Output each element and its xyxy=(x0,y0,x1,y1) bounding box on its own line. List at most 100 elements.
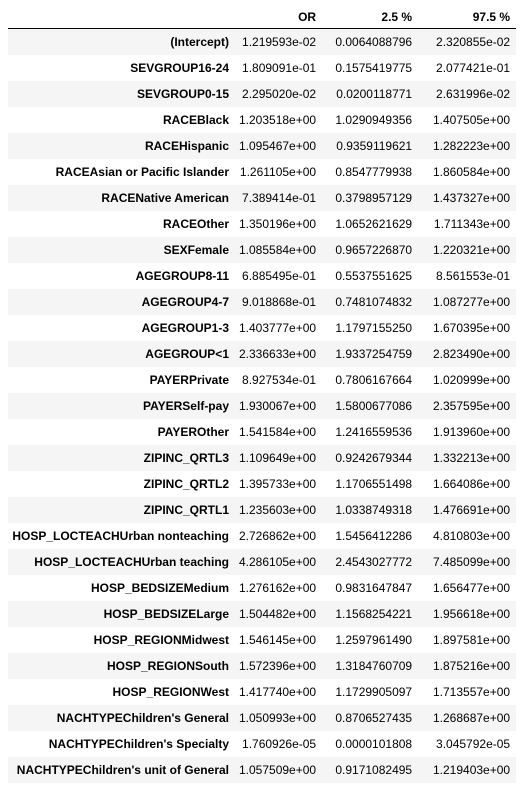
cell-or: 1.809091e-01 xyxy=(242,61,317,75)
cell-or: 1.085584e+00 xyxy=(239,243,317,257)
cell-upper-ci: 2.077421e-01 xyxy=(436,61,511,75)
row-label: NACHTYPEChildren's General xyxy=(56,711,229,725)
row-label: HOSP_REGIONWest xyxy=(112,685,229,699)
row-label: SEVGROUP16-24 xyxy=(130,61,229,75)
cell-lower-ci: 1.1729905097 xyxy=(335,685,413,699)
cell-upper-ci: 1.875216e+00 xyxy=(433,659,511,673)
row-label: PAYEROther xyxy=(157,425,229,439)
row-label: HOSP_LOCTEACHUrban teaching xyxy=(34,555,229,569)
table-row: RACEHispanic 1.095467e+00 0.9359119621 1.28… xyxy=(8,133,517,159)
table-row: HOSP_REGIONMidwest 1.546145e+00 1.25979614… xyxy=(8,627,517,653)
cell-or: 1.057509e+00 xyxy=(239,763,317,777)
cell-or: 2.336633e+00 xyxy=(239,347,317,361)
table-row: PAYERPrivate 8.927534e-01 0.7806167664 1.02… xyxy=(8,367,517,393)
table-row: RACEBlack 1.203518e+00 1.0290949356 1.40750… xyxy=(8,107,517,133)
cell-upper-ci: 1.220321e+00 xyxy=(433,243,511,257)
cell-or: 1.395733e+00 xyxy=(239,477,317,491)
cell-lower-ci: 0.5537551625 xyxy=(335,269,413,283)
cell-upper-ci: 8.561553e-01 xyxy=(436,269,511,283)
cell-lower-ci: 0.7806167664 xyxy=(335,373,413,387)
cell-or: 1.235603e+00 xyxy=(239,503,317,517)
table-row: RACEOther 1.350196e+00 1.0652621629 1.71134… xyxy=(8,211,517,237)
row-label: PAYERPrivate xyxy=(149,373,229,387)
row-label: AGEGROUP8-11 xyxy=(135,269,229,283)
cell-or: 8.927534e-01 xyxy=(242,373,317,387)
cell-upper-ci: 1.956618e+00 xyxy=(433,607,511,621)
cell-lower-ci: 0.9242679344 xyxy=(335,451,413,465)
table-row: HOSP_BEDSIZEMedium 1.276162e+00 0.98316478… xyxy=(8,575,517,601)
table-row: HOSP_REGIONSouth 1.572396e+00 1.3184760709… xyxy=(8,653,517,679)
table-row: SEVGROUP0-15 2.295020e-02 0.0200118771 2.63… xyxy=(8,81,517,107)
cell-or: 4.286105e+00 xyxy=(239,555,317,569)
cell-upper-ci: 2.357595e+00 xyxy=(433,399,511,413)
row-label: HOSP_BEDSIZELarge xyxy=(103,607,229,621)
table-row: HOSP_REGIONWest 1.417740e+00 1.1729905097 1… xyxy=(8,679,517,705)
table-row: NACHTYPEChildren's General 1.050993e+00 0.… xyxy=(8,705,517,731)
row-label: NACHTYPEChildren's Specialty xyxy=(48,737,229,751)
cell-lower-ci: 2.4543027772 xyxy=(335,555,413,569)
cell-upper-ci: 1.713557e+00 xyxy=(433,685,511,699)
table-row: (Intercept) 1.219593e-02 0.0064088796 2.320… xyxy=(8,28,517,55)
cell-upper-ci: 1.437327e+00 xyxy=(433,191,511,205)
table-row: AGEGROUP4-7 9.018868e-01 0.7481074832 1.087… xyxy=(8,289,517,315)
table-row: SEXFemale 1.085584e+00 0.9657226870 1.22032… xyxy=(8,237,517,263)
odds-ratio-table: OR 2.5 % 97.5 % (Intercept) 1.219593e-02 0… xyxy=(8,6,517,783)
row-label: AGEGROUP<1 xyxy=(145,347,229,361)
cell-lower-ci: 0.0064088796 xyxy=(335,35,413,49)
cell-lower-ci: 1.1797155250 xyxy=(335,321,413,335)
row-label: RACEAsian or Pacific Islander xyxy=(55,165,229,179)
row-label: ZIPINC_QRTL1 xyxy=(143,503,229,517)
cell-upper-ci: 1.860584e+00 xyxy=(433,165,511,179)
row-label: HOSP_BEDSIZEMedium xyxy=(90,581,229,595)
cell-or: 1.760926e-05 xyxy=(242,737,317,751)
row-label: ZIPINC_QRTL3 xyxy=(143,451,229,465)
cell-upper-ci: 1.711343e+00 xyxy=(433,217,511,231)
header-cell-upper-ci: 97.5 % xyxy=(418,6,517,29)
cell-lower-ci: 1.2416559536 xyxy=(335,425,413,439)
cell-upper-ci: 2.631996e-02 xyxy=(436,87,511,101)
row-label: (Intercept) xyxy=(170,35,229,49)
row-label: NACHTYPEChildren's unit of General xyxy=(16,763,229,777)
table-row: AGEGROUP1-3 1.403777e+00 1.1797155250 1.670… xyxy=(8,315,517,341)
table-row: SEVGROUP16-24 1.809091e-01 0.1575419775 2.0… xyxy=(8,55,517,81)
cell-upper-ci: 7.485099e+00 xyxy=(433,555,511,569)
cell-lower-ci: 0.8547779938 xyxy=(335,165,413,179)
cell-or: 1.095467e+00 xyxy=(239,139,317,153)
row-label: AGEGROUP1-3 xyxy=(141,321,229,335)
table-row: HOSP_LOCTEACHUrban nonteaching 2.726862e+… xyxy=(8,523,517,549)
row-label: RACEOther xyxy=(162,217,229,231)
cell-upper-ci: 1.897581e+00 xyxy=(433,633,511,647)
cell-lower-ci: 0.9657226870 xyxy=(335,243,413,257)
table-row: PAYERSelf-pay 1.930067e+00 1.5800677086 2.3… xyxy=(8,393,517,419)
cell-upper-ci: 1.476691e+00 xyxy=(433,503,511,517)
row-label: RACENative American xyxy=(101,191,229,205)
cell-upper-ci: 1.268687e+00 xyxy=(433,711,511,725)
cell-lower-ci: 0.0200118771 xyxy=(336,87,413,101)
table-row: RACEAsian or Pacific Islander 1.261105e+0… xyxy=(8,159,517,185)
cell-upper-ci: 1.407505e+00 xyxy=(433,113,511,127)
cell-or: 6.885495e-01 xyxy=(242,269,317,283)
cell-upper-ci: 1.087277e+00 xyxy=(433,295,511,309)
cell-lower-ci: 1.5456412286 xyxy=(335,529,413,543)
cell-upper-ci: 1.332213e+00 xyxy=(433,451,511,465)
cell-lower-ci: 0.0000101808 xyxy=(335,737,413,751)
cell-or: 2.726862e+00 xyxy=(239,529,317,543)
cell-lower-ci: 1.1706551498 xyxy=(335,477,413,491)
cell-lower-ci: 1.0338749318 xyxy=(335,503,413,517)
cell-or: 1.930067e+00 xyxy=(239,399,317,413)
row-label: SEXFemale xyxy=(163,243,229,257)
table-row: HOSP_LOCTEACHUrban teaching 4.286105e+00 2… xyxy=(8,549,517,575)
cell-upper-ci: 2.320855e-02 xyxy=(436,35,511,49)
cell-lower-ci: 1.0290949356 xyxy=(335,113,413,127)
header-cell-or: OR xyxy=(235,6,323,29)
table-row: NACHTYPEChildren's Specialty 1.760926e-05… xyxy=(8,731,517,757)
cell-or: 1.219593e-02 xyxy=(242,35,317,49)
cell-lower-ci: 1.1568254221 xyxy=(335,607,413,621)
cell-or: 1.261105e+00 xyxy=(239,165,317,179)
row-label: PAYERSelf-pay xyxy=(142,399,229,413)
cell-lower-ci: 0.3798957129 xyxy=(335,191,413,205)
cell-upper-ci: 1.664086e+00 xyxy=(433,477,511,491)
cell-or: 2.295020e-02 xyxy=(242,87,317,101)
table-body: (Intercept) 1.219593e-02 0.0064088796 2.320… xyxy=(8,28,517,783)
cell-or: 1.203518e+00 xyxy=(239,113,317,127)
